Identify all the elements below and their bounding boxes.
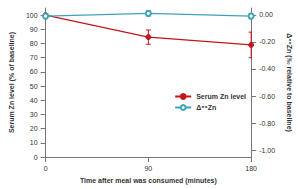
svg-text:60: 60 <box>30 68 38 75</box>
svg-text:40: 40 <box>30 97 38 104</box>
svg-text:-0.20: -0.20 <box>259 38 275 45</box>
svg-text:80: 80 <box>30 40 38 47</box>
svg-text:90: 90 <box>30 26 38 33</box>
svg-text:180: 180 <box>245 165 257 172</box>
svg-text:20: 20 <box>30 125 38 132</box>
svg-text:-0.40: -0.40 <box>259 65 275 72</box>
svg-text:-0.80: -0.80 <box>259 120 275 127</box>
svg-text:10: 10 <box>30 139 38 146</box>
svg-text:Serum Zn level: Serum Zn level <box>196 93 246 100</box>
svg-text:Δ⁶⁶Zn: Δ⁶⁶Zn <box>196 104 216 111</box>
svg-text:30: 30 <box>30 111 38 118</box>
svg-text:90: 90 <box>144 165 152 172</box>
svg-text:100: 100 <box>26 12 38 19</box>
svg-text:0.00: 0.00 <box>259 11 273 18</box>
svg-text:-0.60: -0.60 <box>259 93 275 100</box>
svg-text:50: 50 <box>30 83 38 90</box>
svg-text:0: 0 <box>34 154 38 161</box>
svg-text:Δ⁶⁶Zn (‰ relative to baseline): Δ⁶⁶Zn (‰ relative to baseline) <box>285 33 293 132</box>
svg-text:Time after meal was consumed (: Time after meal was consumed (minutes) <box>80 177 217 185</box>
svg-text:Serum Zn level (% of baseline): Serum Zn level (% of baseline) <box>8 32 16 133</box>
svg-text:-1.00: -1.00 <box>259 147 275 154</box>
svg-text:70: 70 <box>30 54 38 61</box>
svg-text:0: 0 <box>44 165 48 172</box>
